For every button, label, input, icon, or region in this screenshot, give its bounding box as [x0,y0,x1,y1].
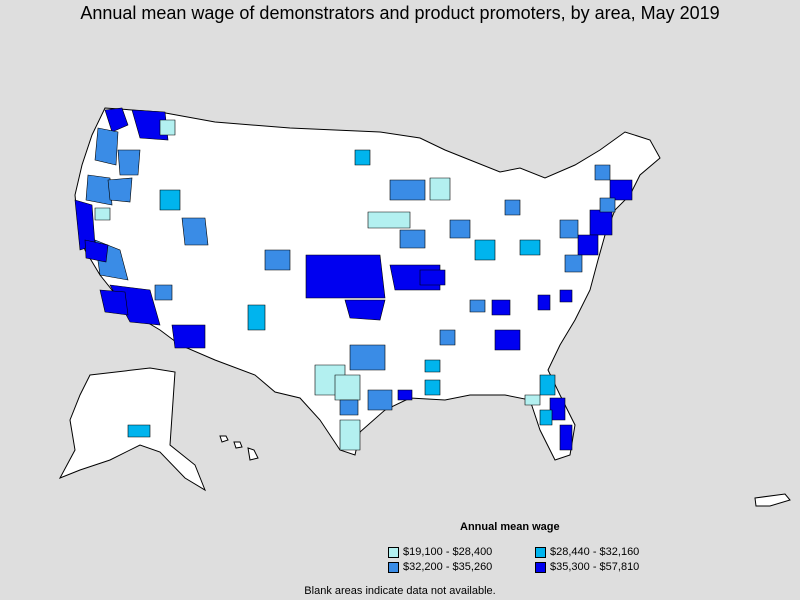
legend-swatch-tier2 [535,546,546,558]
area-or-south [85,174,113,206]
area-co-south [247,304,266,331]
area-wa-coast [94,127,119,166]
legend-item-tier3: $32,200 - $35,260 [388,561,492,573]
puerto-rico [754,493,791,507]
area-mt [159,119,176,136]
area-mi [504,199,521,216]
map-title: Annual mean wage of demonstrators and pr… [80,3,720,23]
hawaii [219,435,259,461]
legend-swatch-tier3 [388,561,399,573]
area-ct [599,197,616,213]
area-chicago [449,219,471,239]
area-nj-philly [577,234,599,256]
footnote: Blank areas indicate data not available. [304,585,496,597]
area-fl-miami [559,424,573,451]
area-nc [537,294,551,311]
legend-label-tier1: $19,100 - $28,400 [403,546,493,558]
legend-label-tier2: $28,440 - $32,160 [550,546,640,558]
legend-title: Annual mean wage [460,521,560,533]
area-boston [609,179,633,201]
area-ky [469,299,486,313]
area-tx-dallas [349,344,386,371]
area-salt-lake [181,217,209,246]
area-portland [117,149,141,176]
legend-item-tier2: $28,440 - $32,160 [535,546,639,558]
area-co-denver [264,249,291,271]
area-fl-panhandle [524,394,541,406]
area-ms [439,329,456,346]
area-mo-stl [419,269,446,286]
area-wi [429,177,451,201]
area-ok-tulsa [344,299,386,321]
legend-item-tier4: $35,300 - $57,810 [535,561,639,573]
legend-label-tier4: $35,300 - $57,810 [550,561,640,573]
area-oh [519,239,541,256]
area-sd [354,149,371,166]
area-wa-east [131,109,169,141]
area-tx-houston [367,389,393,411]
legend-label-tier3: $32,200 - $35,260 [403,561,493,573]
area-tx-central [334,374,361,401]
area-ca-bay [84,239,109,263]
area-ne [367,211,411,229]
area-mn [389,179,426,201]
area-nv-north [94,207,111,221]
area-ia [399,229,426,249]
area-fl-tampa [539,409,553,426]
area-fl-jax [539,374,556,396]
area-nyc [589,209,613,236]
area-id-east [159,189,181,211]
area-az-north [154,284,173,301]
area-seattle [104,107,129,133]
legend-item-tier1: $19,100 - $28,400 [388,546,492,558]
area-anchorage [127,424,151,438]
area-in [474,239,496,261]
legend-swatch-tier4 [535,561,546,573]
wage-areas [74,107,633,451]
area-phoenix [171,324,206,349]
area-va [559,289,573,303]
area-la-baton [397,389,413,401]
area-dc [564,254,583,273]
area-al [424,359,441,373]
area-tx-south [339,419,361,451]
area-atlanta [494,329,521,351]
area-kansas [305,254,386,299]
area-boise [107,177,133,203]
area-la [424,379,441,396]
area-tx-austin [339,399,359,416]
area-ny-upstate [594,164,611,181]
area-pa [559,219,579,239]
area-ca-la [99,289,129,316]
area-tn [491,299,511,316]
legend-swatch-tier1 [388,546,399,558]
